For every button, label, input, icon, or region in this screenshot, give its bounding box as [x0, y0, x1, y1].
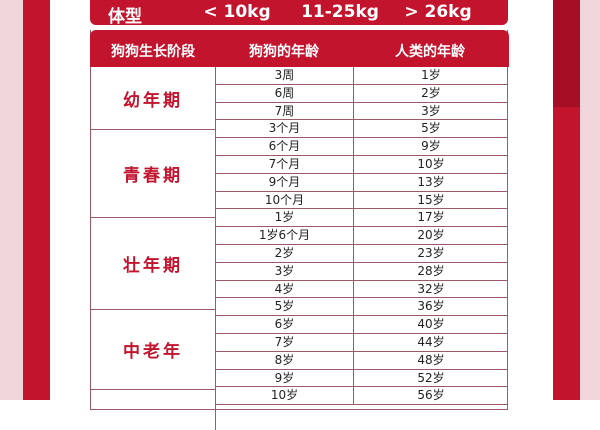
size-medium: 11-25kg	[301, 2, 379, 22]
dog-age-cell: 3个月	[216, 120, 354, 138]
table-row: 1岁 17岁	[216, 209, 508, 228]
header-stage: 狗狗生长阶段	[111, 44, 195, 60]
table-row: 9个月 13岁	[216, 173, 508, 192]
table-row: 1岁6个月 20岁	[216, 227, 508, 245]
human-age-cell: 32岁	[417, 281, 445, 296]
dog-age-cell: 10岁	[216, 387, 354, 405]
stage-cell	[91, 390, 216, 430]
human-age-cell: 48岁	[417, 352, 445, 367]
human-age-cell: 9岁	[421, 139, 441, 154]
stage-cell: 幼年期	[91, 67, 216, 130]
right-pink-background	[580, 0, 600, 400]
table-row: 4岁 32岁	[216, 280, 508, 299]
dog-age-cell: 5岁	[216, 298, 354, 316]
left-pink-background	[0, 0, 23, 400]
table-row: 2岁 23岁	[216, 245, 508, 263]
table-row: 3周 1岁	[216, 67, 508, 85]
table-row: 5岁 36岁	[216, 298, 508, 317]
table-row: 3岁 28岁	[216, 262, 508, 281]
table-row: 9岁 52岁	[216, 369, 508, 388]
human-age-cell: 10岁	[417, 157, 445, 171]
table-row: 3个月 5岁	[216, 120, 508, 139]
dog-age-cell: 7个月	[216, 156, 354, 173]
table-row: 7个月 10岁	[216, 156, 508, 174]
human-age-cell: 23岁	[417, 246, 445, 260]
stage-cell: 中老年	[91, 310, 216, 390]
dog-age-cell: 9个月	[216, 173, 354, 191]
human-age-cell: 15岁	[417, 192, 445, 207]
dog-age-cell: 6岁	[216, 316, 354, 333]
table-row: 7周 3岁	[216, 102, 508, 121]
dog-age-cell: 3岁	[216, 262, 354, 280]
stage-cell: 青春期	[91, 130, 216, 218]
table-row: 8岁 48岁	[216, 351, 508, 370]
human-age-cell: 36岁	[417, 299, 445, 314]
dog-age-cell: 7岁	[216, 334, 354, 351]
human-age-cell: 1岁	[421, 68, 441, 82]
table-row: 6个月 9岁	[216, 138, 508, 156]
human-age-cell: 28岁	[417, 263, 445, 278]
dog-age-table: 狗狗生长阶段 狗狗的年龄 人类的年龄 幼年期 青春期 壮年期 中老年 3周 1岁 6周 2岁…	[90, 30, 509, 430]
dog-age-cell: 10个月	[216, 191, 354, 209]
dog-age-cell: 6周	[216, 84, 354, 102]
dog-age-cell: 9岁	[216, 369, 354, 387]
dog-age-cell: 4岁	[216, 280, 354, 298]
table-row: 6周 2岁	[216, 84, 508, 103]
size-small: < 10kg	[203, 2, 271, 22]
human-age-cell: 3岁	[421, 103, 441, 118]
right-red-strip-dark	[553, 0, 580, 107]
table-row: 10个月 15岁	[216, 191, 508, 210]
stage-cell: 壮年期	[91, 218, 216, 310]
left-red-strip	[23, 0, 50, 400]
human-age-cell: 44岁	[417, 335, 445, 349]
dog-age-cell: 8岁	[216, 351, 354, 369]
table-row: 7岁 44岁	[216, 334, 508, 352]
header-dog-age: 狗狗的年龄	[249, 44, 319, 60]
human-age-cell: 20岁	[417, 228, 445, 243]
human-age-cell: 52岁	[417, 370, 445, 385]
dog-age-cell: 7周	[216, 102, 354, 120]
dog-age-cell: 6个月	[216, 138, 354, 155]
dog-age-cell: 2岁	[216, 245, 354, 262]
human-age-cell: 2岁	[421, 85, 441, 100]
table-row: 6岁 40岁	[216, 316, 508, 334]
dog-age-cell: 1岁6个月	[216, 227, 354, 244]
size-large: > 26kg	[404, 2, 472, 22]
human-age-cell: 5岁	[421, 121, 441, 136]
size-banner: 体型 < 10kg 11-25kg > 26kg	[90, 0, 508, 27]
size-label: 体型	[108, 7, 142, 27]
dog-age-cell: 1岁	[216, 209, 354, 227]
human-age-cell: 56岁	[417, 388, 445, 403]
header-human-age: 人类的年龄	[395, 44, 465, 60]
table-row: 10岁 56岁	[216, 387, 508, 406]
table-header: 狗狗生长阶段 狗狗的年龄 人类的年龄	[90, 30, 509, 67]
dog-age-cell: 3周	[216, 67, 354, 84]
human-age-cell: 17岁	[417, 210, 445, 225]
human-age-cell: 13岁	[417, 174, 445, 189]
human-age-cell: 40岁	[417, 317, 445, 332]
